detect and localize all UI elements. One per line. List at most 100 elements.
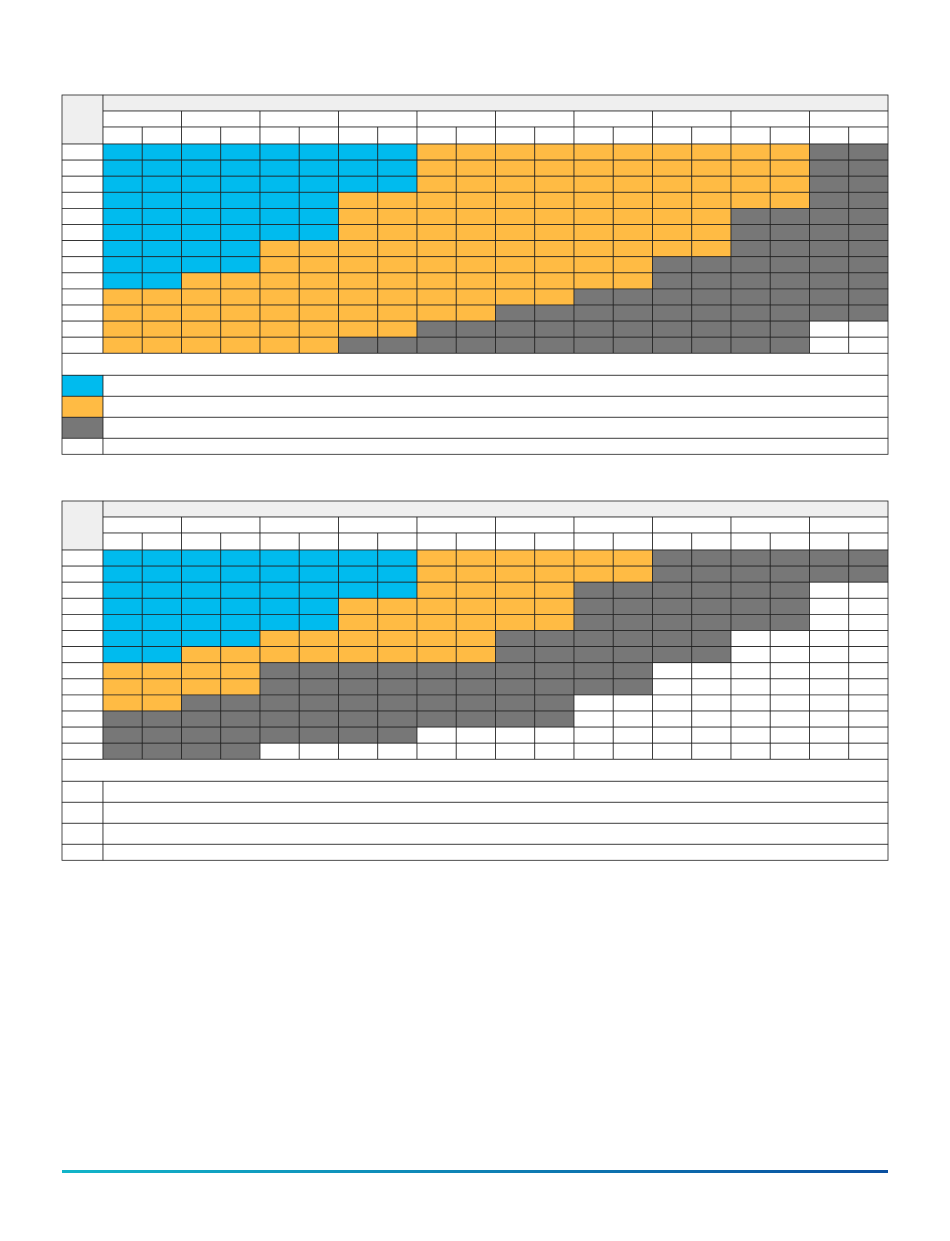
header-cell xyxy=(259,516,339,534)
data-cell xyxy=(455,207,496,225)
header-cell xyxy=(259,126,300,145)
header-cell xyxy=(338,110,418,128)
row-label-cell xyxy=(61,288,104,306)
legend-text-cell xyxy=(102,801,889,824)
header-cell xyxy=(338,126,379,145)
data-cell xyxy=(455,240,496,258)
data-cell xyxy=(652,694,693,712)
data-cell xyxy=(377,272,418,290)
row-label-cell xyxy=(61,159,104,177)
data-cell xyxy=(455,597,496,615)
row-label-cell xyxy=(61,224,104,242)
legend-text-cell xyxy=(102,843,889,861)
data-cell xyxy=(495,678,536,696)
data-cell xyxy=(809,742,850,760)
data-cell xyxy=(848,288,889,306)
header-cell xyxy=(769,126,810,145)
data-cell xyxy=(338,710,379,728)
header-cell xyxy=(809,110,889,128)
header-cell xyxy=(612,532,653,551)
data-cell xyxy=(769,272,810,290)
data-cell xyxy=(141,224,182,242)
row-label-cell xyxy=(61,272,104,290)
data-cell xyxy=(652,646,693,664)
data-cell xyxy=(809,726,850,744)
data-cell xyxy=(102,304,143,322)
data-cell xyxy=(181,646,222,664)
data-cell xyxy=(298,742,339,760)
data-cell xyxy=(769,224,810,242)
data-cell xyxy=(141,336,182,354)
data-cell xyxy=(495,175,536,193)
header-cell xyxy=(181,532,222,551)
data-cell xyxy=(377,630,418,648)
data-cell xyxy=(181,143,222,161)
data-cell xyxy=(848,159,889,177)
data-cell xyxy=(220,678,261,696)
data-cell xyxy=(534,630,575,648)
data-cell xyxy=(612,678,653,696)
data-cell xyxy=(298,726,339,744)
header-cell xyxy=(220,532,261,551)
data-cell xyxy=(809,304,850,322)
data-cell xyxy=(220,549,261,567)
data-cell xyxy=(652,549,693,567)
data-cell xyxy=(691,304,732,322)
data-cell xyxy=(416,549,457,567)
data-cell xyxy=(181,191,222,209)
header-cell xyxy=(141,532,182,551)
data-cell xyxy=(612,159,653,177)
data-cell xyxy=(259,726,300,744)
row-label-cell xyxy=(61,304,104,322)
header-cell xyxy=(416,126,457,145)
header-cell xyxy=(141,126,182,145)
data-cell xyxy=(102,159,143,177)
data-cell xyxy=(298,159,339,177)
data-cell xyxy=(809,336,850,354)
row-label-cell xyxy=(61,630,104,648)
data-cell xyxy=(338,694,379,712)
data-cell xyxy=(259,662,300,680)
data-cell xyxy=(181,565,222,583)
data-cell xyxy=(495,320,536,338)
data-cell xyxy=(730,581,771,599)
data-cell xyxy=(298,336,339,354)
data-cell xyxy=(102,597,143,615)
footer-rule xyxy=(62,1170,888,1173)
data-cell xyxy=(259,549,300,567)
data-cell xyxy=(534,304,575,322)
data-cell xyxy=(141,597,182,615)
data-cell xyxy=(495,272,536,290)
data-cell xyxy=(769,597,810,615)
data-cell xyxy=(141,320,182,338)
header-cell xyxy=(416,110,496,128)
data-cell xyxy=(377,662,418,680)
data-cell xyxy=(377,710,418,728)
data-cell xyxy=(455,336,496,354)
data-cell xyxy=(416,597,457,615)
data-cell xyxy=(612,191,653,209)
header-cell xyxy=(102,516,182,534)
data-cell xyxy=(652,336,693,354)
data-cell xyxy=(141,159,182,177)
data-cell xyxy=(730,710,771,728)
data-cell xyxy=(455,175,496,193)
data-cell xyxy=(220,597,261,615)
data-cell xyxy=(416,320,457,338)
data-cell xyxy=(455,549,496,567)
data-cell xyxy=(259,678,300,696)
data-cell xyxy=(181,726,222,744)
data-cell xyxy=(573,336,614,354)
data-cell xyxy=(416,710,457,728)
data-cell xyxy=(495,710,536,728)
data-cell xyxy=(769,710,810,728)
data-cell xyxy=(691,662,732,680)
data-cell xyxy=(573,256,614,274)
data-cell xyxy=(141,175,182,193)
data-cell xyxy=(652,662,693,680)
data-cell xyxy=(612,742,653,760)
data-cell xyxy=(102,240,143,258)
header-cell xyxy=(730,126,771,145)
data-cell xyxy=(612,710,653,728)
data-cell xyxy=(691,191,732,209)
